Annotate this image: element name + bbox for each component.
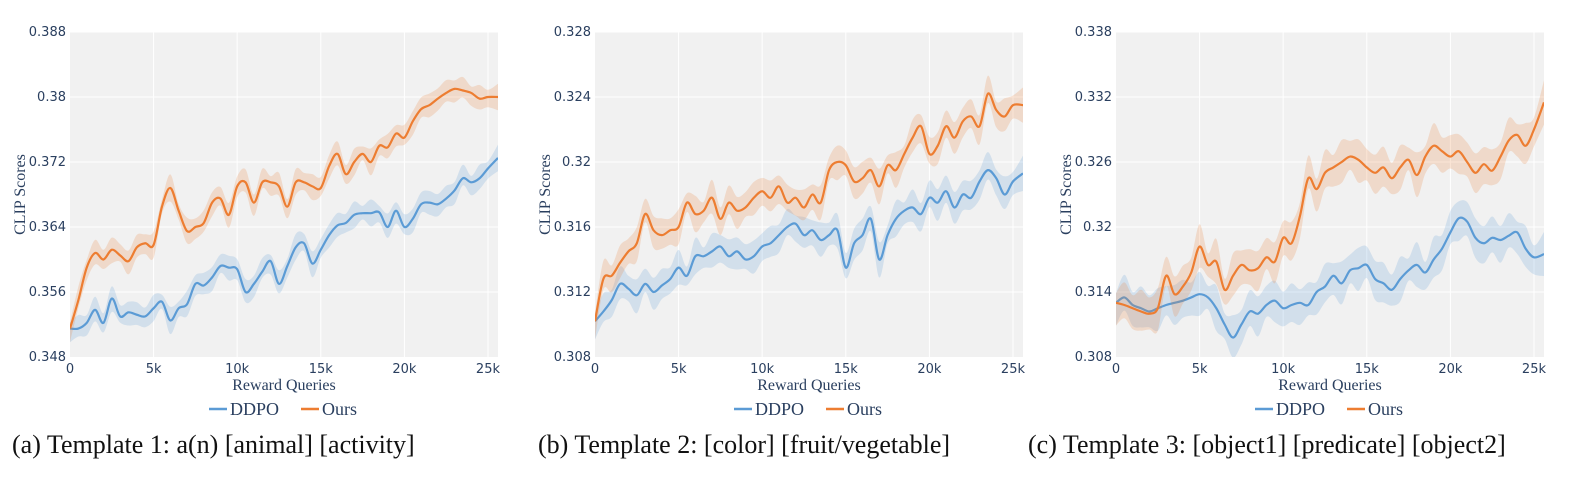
x-tick-label: 20k	[392, 362, 417, 377]
chart-panel-b: 0 5k 10k 15k 20k 25k 0.308 0.312 0.316 0.32 0.324 0…	[523, 0, 1043, 482]
ddpo-confidence-band	[595, 152, 1023, 340]
x-tick-label: 0	[1112, 362, 1120, 377]
y-tick-label: 0.308	[1075, 350, 1112, 365]
plot-background	[70, 32, 498, 357]
x-tick-label: 10k	[750, 362, 775, 377]
x-axis-title: Reward Queries	[757, 377, 861, 394]
legend-label-ours: Ours	[1368, 399, 1403, 419]
y-tick-label: 0.348	[29, 350, 66, 365]
chart-panel-c: 0 5k 10k 15k 20k 25k 0.308 0.314 0.32 0.326 0.332 0…	[1028, 0, 1566, 482]
ours-confidence-band	[595, 75, 1023, 340]
caption-b: (b) Template 2: [color] [fruit/vegetable…	[538, 430, 951, 459]
legend-label-ours: Ours	[847, 399, 882, 419]
x-tick-label: 10k	[225, 362, 250, 377]
x-tick-label: 20k	[1438, 362, 1463, 377]
y-axis-title: CLIP Scores	[537, 154, 554, 235]
caption-c: (c) Template 3: [object1] [predicate] [o…	[1028, 430, 1506, 459]
chart-b: 0 5k 10k 15k 20k 25k 0.308 0.312 0.316 0.32 0.324 0…	[537, 25, 1026, 419]
legend-label-ours: Ours	[322, 399, 357, 419]
y-tick-label: 0.32	[1083, 220, 1112, 235]
y-axis-title: CLIP Scores	[1058, 154, 1075, 235]
x-tick-label: 5k	[146, 362, 162, 377]
ddpo-line	[1116, 216, 1544, 339]
y-axis-title: CLIP Scores	[12, 154, 29, 235]
y-tick-label: 0.356	[29, 285, 66, 300]
ours-line	[70, 87, 498, 329]
ddpo-line	[70, 157, 498, 331]
y-tick-label: 0.332	[1075, 90, 1112, 105]
x-tick-label: 5k	[1192, 362, 1208, 377]
y-tick-label: 0.372	[29, 155, 66, 170]
legend: DDPO Ours	[1255, 399, 1403, 419]
x-tick-label: 15k	[309, 362, 334, 377]
series-group	[70, 76, 498, 343]
y-tick-label: 0.328	[554, 25, 591, 40]
x-axis-title: Reward Queries	[232, 377, 336, 394]
legend: DDPO Ours	[209, 399, 357, 419]
y-tick-label: 0.312	[554, 285, 591, 300]
legend-label-ddpo: DDPO	[755, 399, 804, 419]
y-tick-label: 0.388	[29, 25, 66, 40]
ours-line	[1116, 102, 1544, 315]
x-tick-label: 10k	[1271, 362, 1296, 377]
y-tick-label: 0.364	[29, 220, 66, 235]
y-tick-label: 0.338	[1075, 25, 1112, 40]
chart-panel-a: 0 5k 10k 15k 20k 25k 0.348 0.356 0.364 0.372 0.38 0…	[0, 0, 520, 482]
ours-line	[595, 92, 1023, 322]
legend-label-ddpo: DDPO	[230, 399, 279, 419]
chart-c: 0 5k 10k 15k 20k 25k 0.308 0.314 0.32 0.326 0.332 0…	[1058, 25, 1547, 419]
y-tick-label: 0.314	[1075, 285, 1112, 300]
y-tick-label: 0.324	[554, 90, 591, 105]
x-tick-label: 25k	[1522, 362, 1547, 377]
x-axis-title: Reward Queries	[1278, 377, 1382, 394]
x-tick-label: 0	[66, 362, 74, 377]
x-tick-label: 5k	[671, 362, 687, 377]
legend: DDPO Ours	[734, 399, 882, 419]
ddpo-line	[595, 169, 1023, 322]
series-group	[595, 75, 1023, 340]
y-tick-label: 0.38	[37, 90, 66, 105]
x-tick-label: 25k	[476, 362, 501, 377]
x-tick-label: 0	[591, 362, 599, 377]
x-tick-label: 20k	[917, 362, 942, 377]
y-tick-label: 0.316	[554, 220, 591, 235]
series-group	[1116, 80, 1544, 357]
y-tick-label: 0.326	[1075, 155, 1112, 170]
caption-a: (a) Template 1: a(n) [animal] [activity]	[12, 430, 415, 459]
chart-a: 0 5k 10k 15k 20k 25k 0.348 0.356 0.364 0.372 0.38 0…	[12, 25, 501, 419]
x-tick-label: 15k	[1355, 362, 1380, 377]
plot-background	[595, 32, 1023, 357]
x-tick-label: 15k	[834, 362, 859, 377]
y-tick-label: 0.32	[562, 155, 591, 170]
legend-label-ddpo: DDPO	[1276, 399, 1325, 419]
plot-background	[1116, 32, 1544, 357]
x-tick-label: 25k	[1001, 362, 1026, 377]
y-tick-label: 0.308	[554, 350, 591, 365]
ours-confidence-band	[1116, 80, 1544, 334]
